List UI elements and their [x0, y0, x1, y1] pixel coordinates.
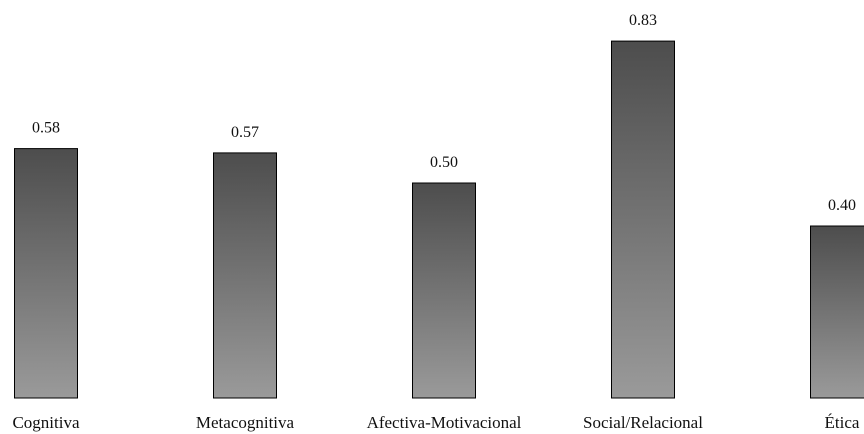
category-label-2: Afectiva-Motivacional	[367, 413, 522, 432]
bar-3	[611, 40, 675, 399]
bar-0	[14, 148, 78, 399]
bars-group	[14, 40, 864, 399]
value-label-0: 0.58	[32, 120, 60, 137]
bar-1	[213, 152, 277, 399]
value-label-1: 0.57	[231, 124, 259, 141]
value-label-4: 0.40	[828, 197, 856, 214]
category-label-1: Metacognitiva	[196, 413, 295, 432]
value-label-3: 0.83	[629, 12, 657, 29]
bar-2	[412, 182, 476, 399]
category-label-4: Ética	[825, 413, 860, 432]
category-label-3: Social/Relacional	[583, 413, 703, 432]
category-label-0: Cognitiva	[12, 413, 80, 432]
category-labels-group: Cognitiva Metacognitiva Afectiva-Motivacio…	[12, 413, 859, 432]
value-label-2: 0.50	[430, 154, 458, 171]
bar-4	[810, 225, 864, 399]
value-labels-group: 0.58 0.57 0.50 0.83 0.40	[32, 12, 856, 214]
